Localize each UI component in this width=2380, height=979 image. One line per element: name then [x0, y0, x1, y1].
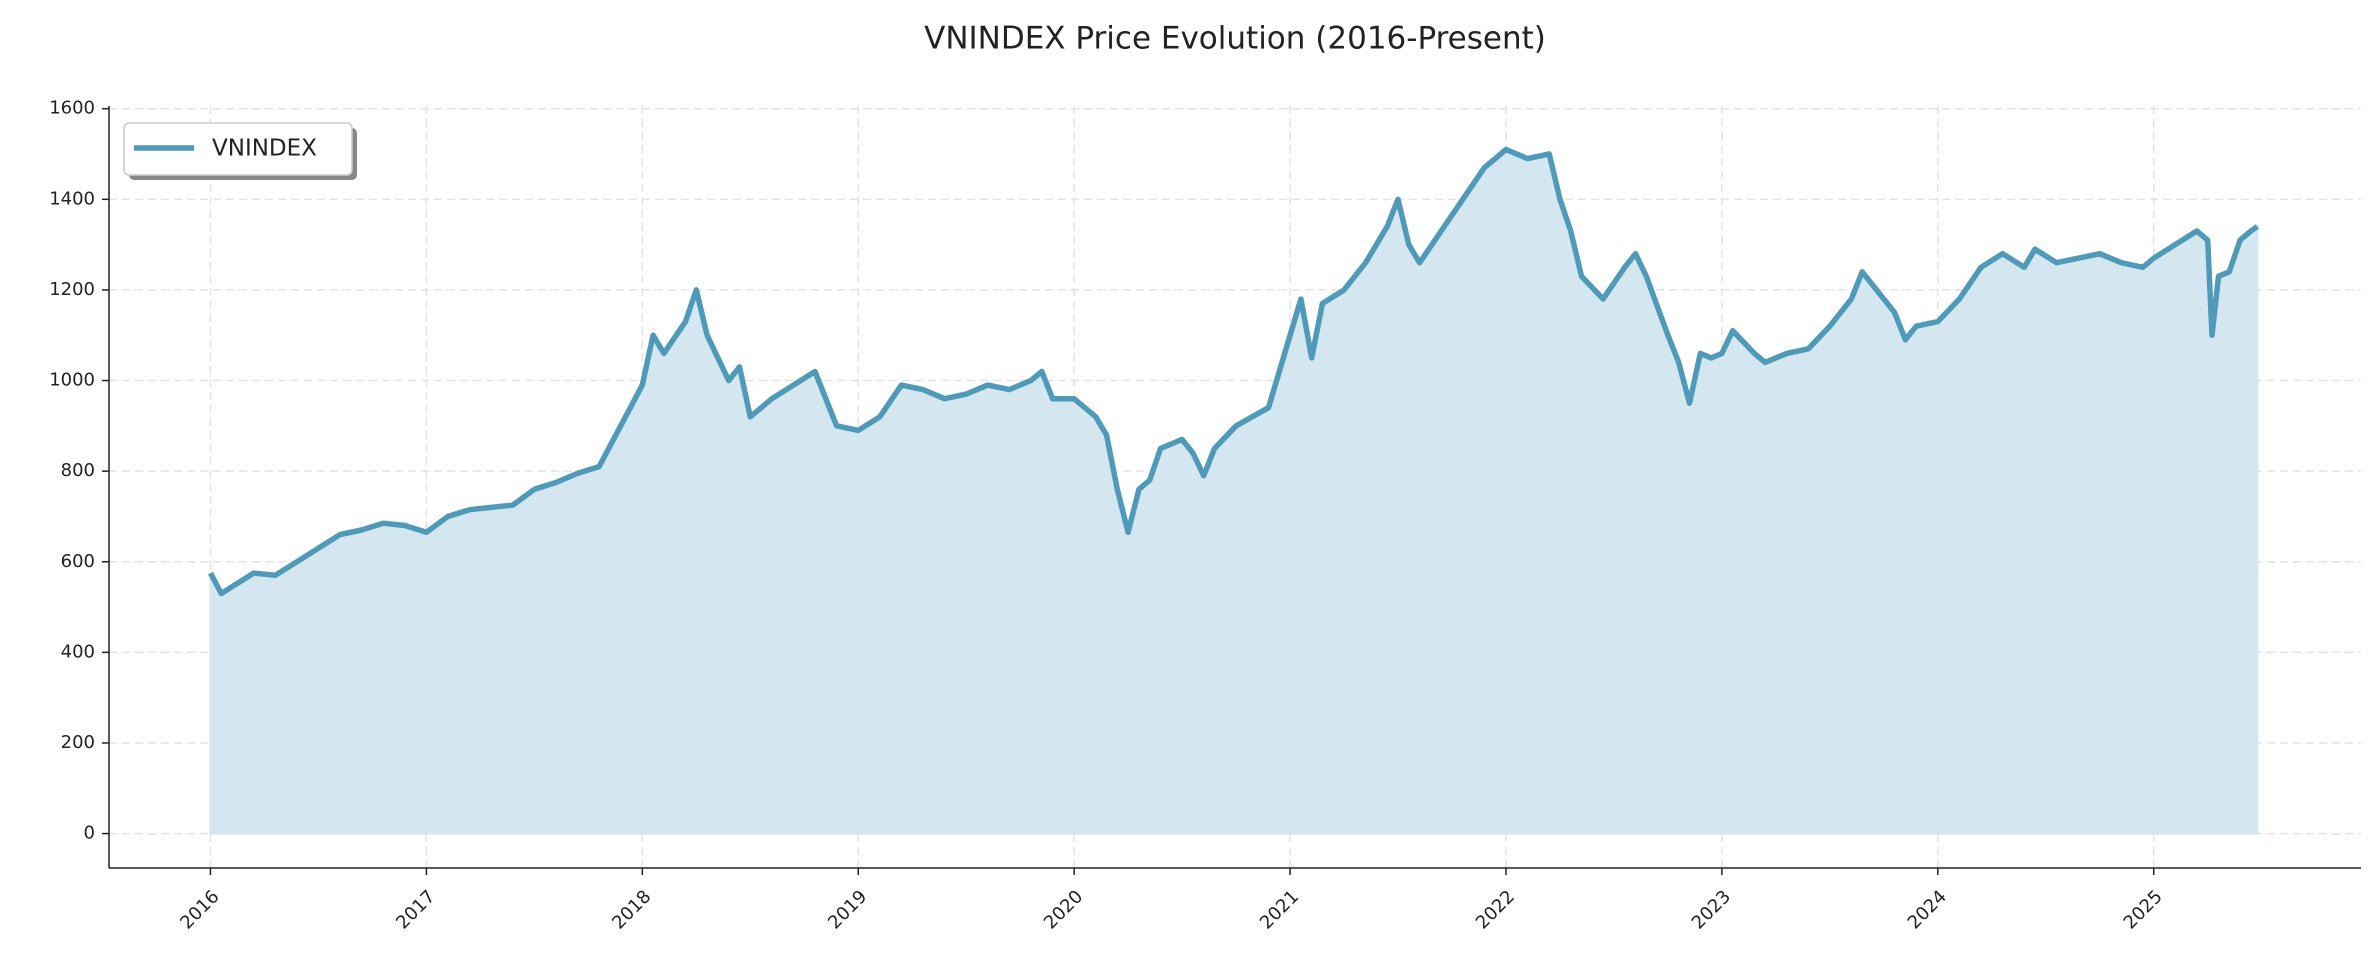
y-tick-label: 1200	[49, 279, 95, 300]
x-tick-label: 2018	[608, 886, 655, 933]
area-fill	[209, 148, 2259, 835]
y-tick-label: 600	[61, 551, 95, 572]
y-tick-label: 0	[84, 823, 95, 844]
line	[208, 146, 2259, 597]
y-tick-label: 1600	[49, 98, 95, 119]
x-tick-label: 2020	[1040, 886, 1087, 933]
x-tick-label: 2023	[1688, 886, 1735, 933]
y-tick-label: 1000	[49, 370, 95, 391]
y-tick-label: 1400	[49, 188, 95, 209]
y-tick-label: 400	[61, 641, 95, 662]
y-tick-label: 200	[61, 732, 95, 753]
x-tick-label: 2025	[2120, 886, 2167, 933]
x-tick-label: 2021	[1256, 886, 1303, 933]
legend-box	[123, 122, 353, 176]
legend: VNINDEX	[123, 122, 357, 180]
x-tick-label: 2024	[1904, 886, 1951, 933]
x-tick-label: 2016	[176, 886, 223, 933]
chart-title: VNINDEX Price Evolution (2016-Present)	[924, 21, 1546, 57]
y-tick-label: 800	[61, 460, 95, 481]
x-tick-label: 2022	[1472, 886, 1519, 933]
legend-label: VNINDEX	[212, 136, 317, 162]
x-tick-label: 2017	[392, 886, 439, 933]
x-tick-label: 2019	[824, 886, 871, 933]
